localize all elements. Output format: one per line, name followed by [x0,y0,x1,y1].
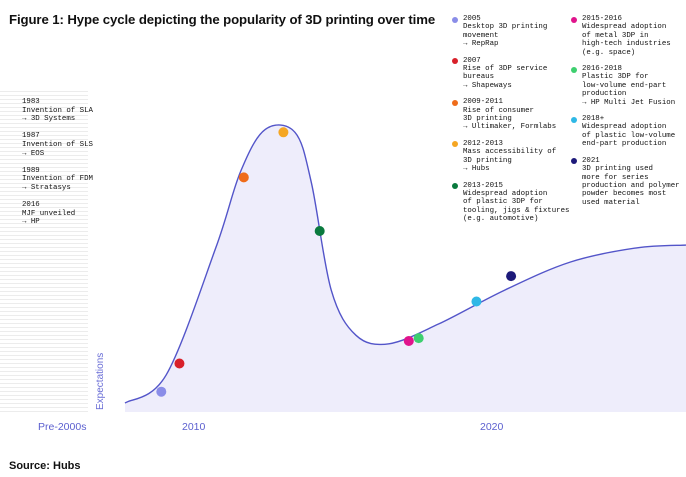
legend-dot-icon [452,141,458,148]
milestone-dot-2005 [156,386,167,397]
source-note: Source: Hubs [9,460,81,472]
legend-dot-icon [571,66,577,73]
milestone-dot-2007 [174,358,185,369]
legend-item-2009-2011: 2009-2011 Rise of consumer 3D printing →… [452,98,570,132]
pre-2000s-panel [0,91,88,413]
x-tick-labels: Pre-2000s 2010 2020 [38,421,504,433]
legend-item-2015-2016: 2015-2016 Widespread adoption of metal 3… [571,15,686,57]
milestone-dot-2018+ [471,296,482,307]
legend-dot-icon [452,99,458,106]
legend-item-2016-2018: 2016-2018 Plastic 3DP for low-volume end… [571,65,686,107]
pre-event-2016: 2016 MJF unveiled → HP [22,201,76,227]
legend-text: 2013-2015 Widespread adoption of plastic… [463,181,570,224]
milestone-dot-2021 [506,271,517,282]
legend-item-2013-2015: 2013-2015 Widespread adoption of plastic… [452,182,570,224]
legend-dot-icon [452,183,458,189]
pre-event-1983: 1983 Invention of SLA → 3D Systems [22,98,93,124]
pre-event-1989: 1989 Invention of FDM → Stratasys [22,166,93,192]
legend-dot-icon [571,16,577,23]
milestone-dot-2015-2016 [403,335,414,346]
legend-column-1: 2005 Desktop 3D printing movement → RepR… [452,15,570,232]
legend-item-2018+: 2018+ Widespread adoption of plastic low… [571,115,686,149]
curve-area [125,124,686,413]
x-tick-2020: 2020 [480,421,504,433]
milestone-dot-2016-2018 [413,333,424,344]
legend-column-2: 2015-2016 Widespread adoption of metal 3… [571,15,686,215]
legend-text: 2021 3D printing used more for series pr… [582,156,680,207]
legend-dot-icon [571,116,577,123]
legend-dot-icon [452,16,458,23]
hype-curve-line [124,124,686,404]
legend-item-2012-2013: 2012-2013 Mass accessibility of 3D print… [452,140,570,174]
x-tick-Pre-2000s: Pre-2000s [38,421,86,433]
legend-dot-icon [452,58,458,65]
milestone-dot-2013-2015 [314,225,325,236]
legend-text: 2018+ Widespread adoption of plastic low… [582,115,676,149]
legend-text: 2005 Desktop 3D printing movement → RepR… [463,15,548,49]
milestone-dots [156,127,517,397]
legend-dot-icon [571,158,577,165]
milestone-dot-2012-2013 [278,127,289,138]
legend-item-2005: 2005 Desktop 3D printing movement → RepR… [452,15,570,49]
legend-text: 2016-2018 Plastic 3DP for low-volume end… [582,65,676,107]
legend-text: 2015-2016 Widespread adoption of metal 3… [582,15,671,57]
x-tick-2010: 2010 [182,421,206,433]
y-axis-label: Expectations [95,353,106,410]
legend-text: 2007 Rise of 3DP service bureaus → Shape… [463,56,548,90]
legend-text: 2012-2013 Mass accessibility of 3D print… [463,139,557,174]
pre-2000s-events: 1983 Invention of SLA → 3D Systems 1987 I… [22,98,93,236]
legend-item-2007: 2007 Rise of 3DP service bureaus → Shape… [452,57,570,91]
milestone-dot-2009-2011 [238,172,249,183]
legend-item-2021: 2021 3D printing used more for series pr… [571,157,686,207]
chart-title: Figure 1: Hype cycle depicting the popul… [9,12,436,27]
legend-text: 2009-2011 Rise of consumer 3D printing →… [463,98,557,132]
pre-event-1987: 1987 Invention of SLS → EOS [22,132,93,158]
